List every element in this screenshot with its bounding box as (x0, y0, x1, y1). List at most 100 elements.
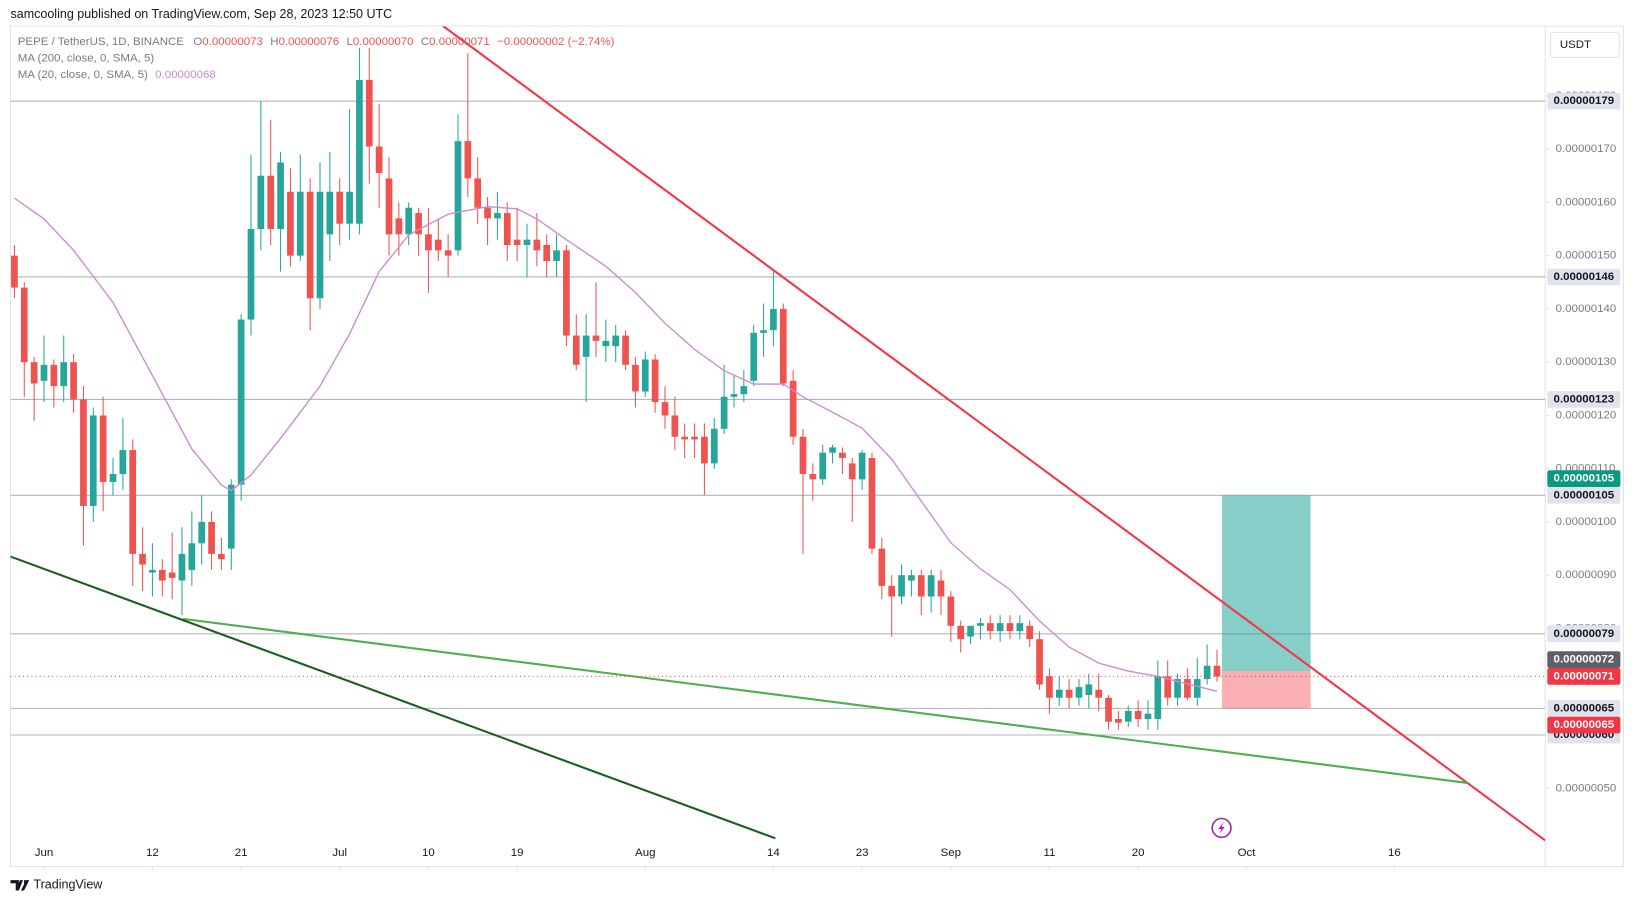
candle-body (1154, 676, 1162, 720)
candle-body (878, 548, 886, 586)
candle-body (779, 308, 787, 384)
candle-body (750, 332, 758, 381)
ohlc-key: C (421, 36, 429, 48)
candle-body (306, 191, 314, 299)
candle-body (1203, 665, 1211, 680)
candle-body (99, 415, 107, 483)
candle-body (158, 569, 166, 581)
candle-body (356, 79, 363, 224)
x-tick-label: Aug (635, 847, 655, 859)
candle-body (927, 575, 935, 597)
candle-body (553, 250, 560, 261)
level-box (1547, 268, 1621, 286)
candle-body (977, 623, 984, 626)
candle-body (365, 79, 373, 147)
candle-body (208, 521, 215, 554)
lightning-icon[interactable] (1211, 817, 1232, 839)
candle-body (592, 335, 600, 341)
candle-body (1213, 665, 1221, 677)
candle-body (691, 436, 698, 440)
candle-body (651, 359, 659, 403)
level-box (1547, 700, 1621, 717)
candle-body (415, 213, 422, 235)
candle-body (582, 335, 590, 357)
brand-logo (10, 880, 30, 891)
icon-bolt[interactable] (1218, 821, 1225, 835)
candle-body (701, 436, 708, 464)
candle-body (1055, 689, 1063, 698)
candle-body (957, 625, 965, 640)
candle-body (740, 386, 748, 395)
candle-body (20, 287, 28, 363)
candle-body (967, 625, 974, 637)
trend-line (182, 617, 1468, 784)
candle-body (661, 402, 669, 416)
currency-box[interactable] (1549, 31, 1620, 58)
stop-label: 0.00000065 (1554, 719, 1615, 731)
candle-body (572, 335, 580, 365)
ohlc-key: O (193, 36, 202, 48)
x-tick-label: Jul (332, 847, 347, 859)
candle-body (543, 245, 551, 261)
candle-body (809, 474, 817, 480)
candle-body (1095, 689, 1103, 698)
candle-body (109, 474, 117, 483)
candle-body (513, 239, 521, 246)
x-tick-label: 10 (422, 847, 435, 859)
candle-body (1115, 719, 1122, 723)
x-tick-label: Sep (941, 847, 961, 859)
candle-body (888, 585, 896, 597)
candle-body (168, 572, 176, 578)
change: −0.00000002 (−2.74%) (497, 36, 615, 48)
candle-body (287, 191, 294, 256)
ohlc-value: 0.00000070 (353, 36, 414, 48)
currency[interactable]: USDT (1560, 39, 1591, 51)
entry-box (1547, 651, 1621, 668)
candle-body (405, 207, 413, 235)
candle-body (70, 362, 77, 400)
ohlc-value: 0.00000073 (202, 36, 263, 48)
candle-body (602, 340, 610, 347)
ma200-legend: MA (200, close, 0, SMA, 5) (18, 52, 155, 64)
candle-body (503, 213, 511, 246)
y-tick-label: 0.00000140 (1556, 303, 1617, 315)
candle-body (1085, 684, 1093, 696)
ohlc-key: H (270, 36, 278, 48)
candle-body (474, 178, 482, 208)
target-label: 0.00000105 (1554, 473, 1615, 485)
ohlc-key: L (347, 36, 353, 48)
candle-body (937, 580, 945, 597)
price-axis: 0.000000500.000000600.000000700.00000080… (1545, 90, 1621, 794)
level-label: 0.00000123 (1554, 393, 1615, 405)
candle-body (434, 239, 442, 251)
candle-body (996, 623, 1004, 632)
candle-body (917, 575, 925, 597)
candle-body (267, 175, 275, 230)
candle-body (632, 364, 639, 392)
entry-label: 0.00000072 (1554, 654, 1615, 666)
x-tick-label: 19 (511, 847, 524, 859)
candle-body (1134, 711, 1142, 720)
candle-body (1193, 679, 1201, 698)
trend-line (442, 26, 1546, 842)
ohlc-value: 0.00000076 (279, 36, 340, 48)
candle-body (710, 428, 718, 464)
candle-body (1026, 625, 1034, 640)
frame (9, 25, 1625, 868)
candle-body (227, 484, 235, 549)
candle-body (60, 362, 68, 387)
candle-body (30, 362, 38, 384)
candle-body (40, 364, 48, 381)
ma20-legend: MA (20, close, 0, SMA, 5) 0.00000068 (18, 69, 216, 81)
candle-body (868, 458, 876, 549)
level-label: 0.00000105 (1554, 489, 1615, 501)
candle-body (346, 191, 353, 224)
candle-body (425, 234, 432, 251)
candle-body (336, 191, 344, 224)
candle-body (395, 218, 403, 235)
x-tick-label: Oct (1238, 847, 1257, 859)
candle-body (444, 250, 452, 256)
candle-body (1046, 676, 1053, 698)
y-tick-label: 0.00000120 (1556, 409, 1617, 421)
candle-body (11, 255, 18, 288)
